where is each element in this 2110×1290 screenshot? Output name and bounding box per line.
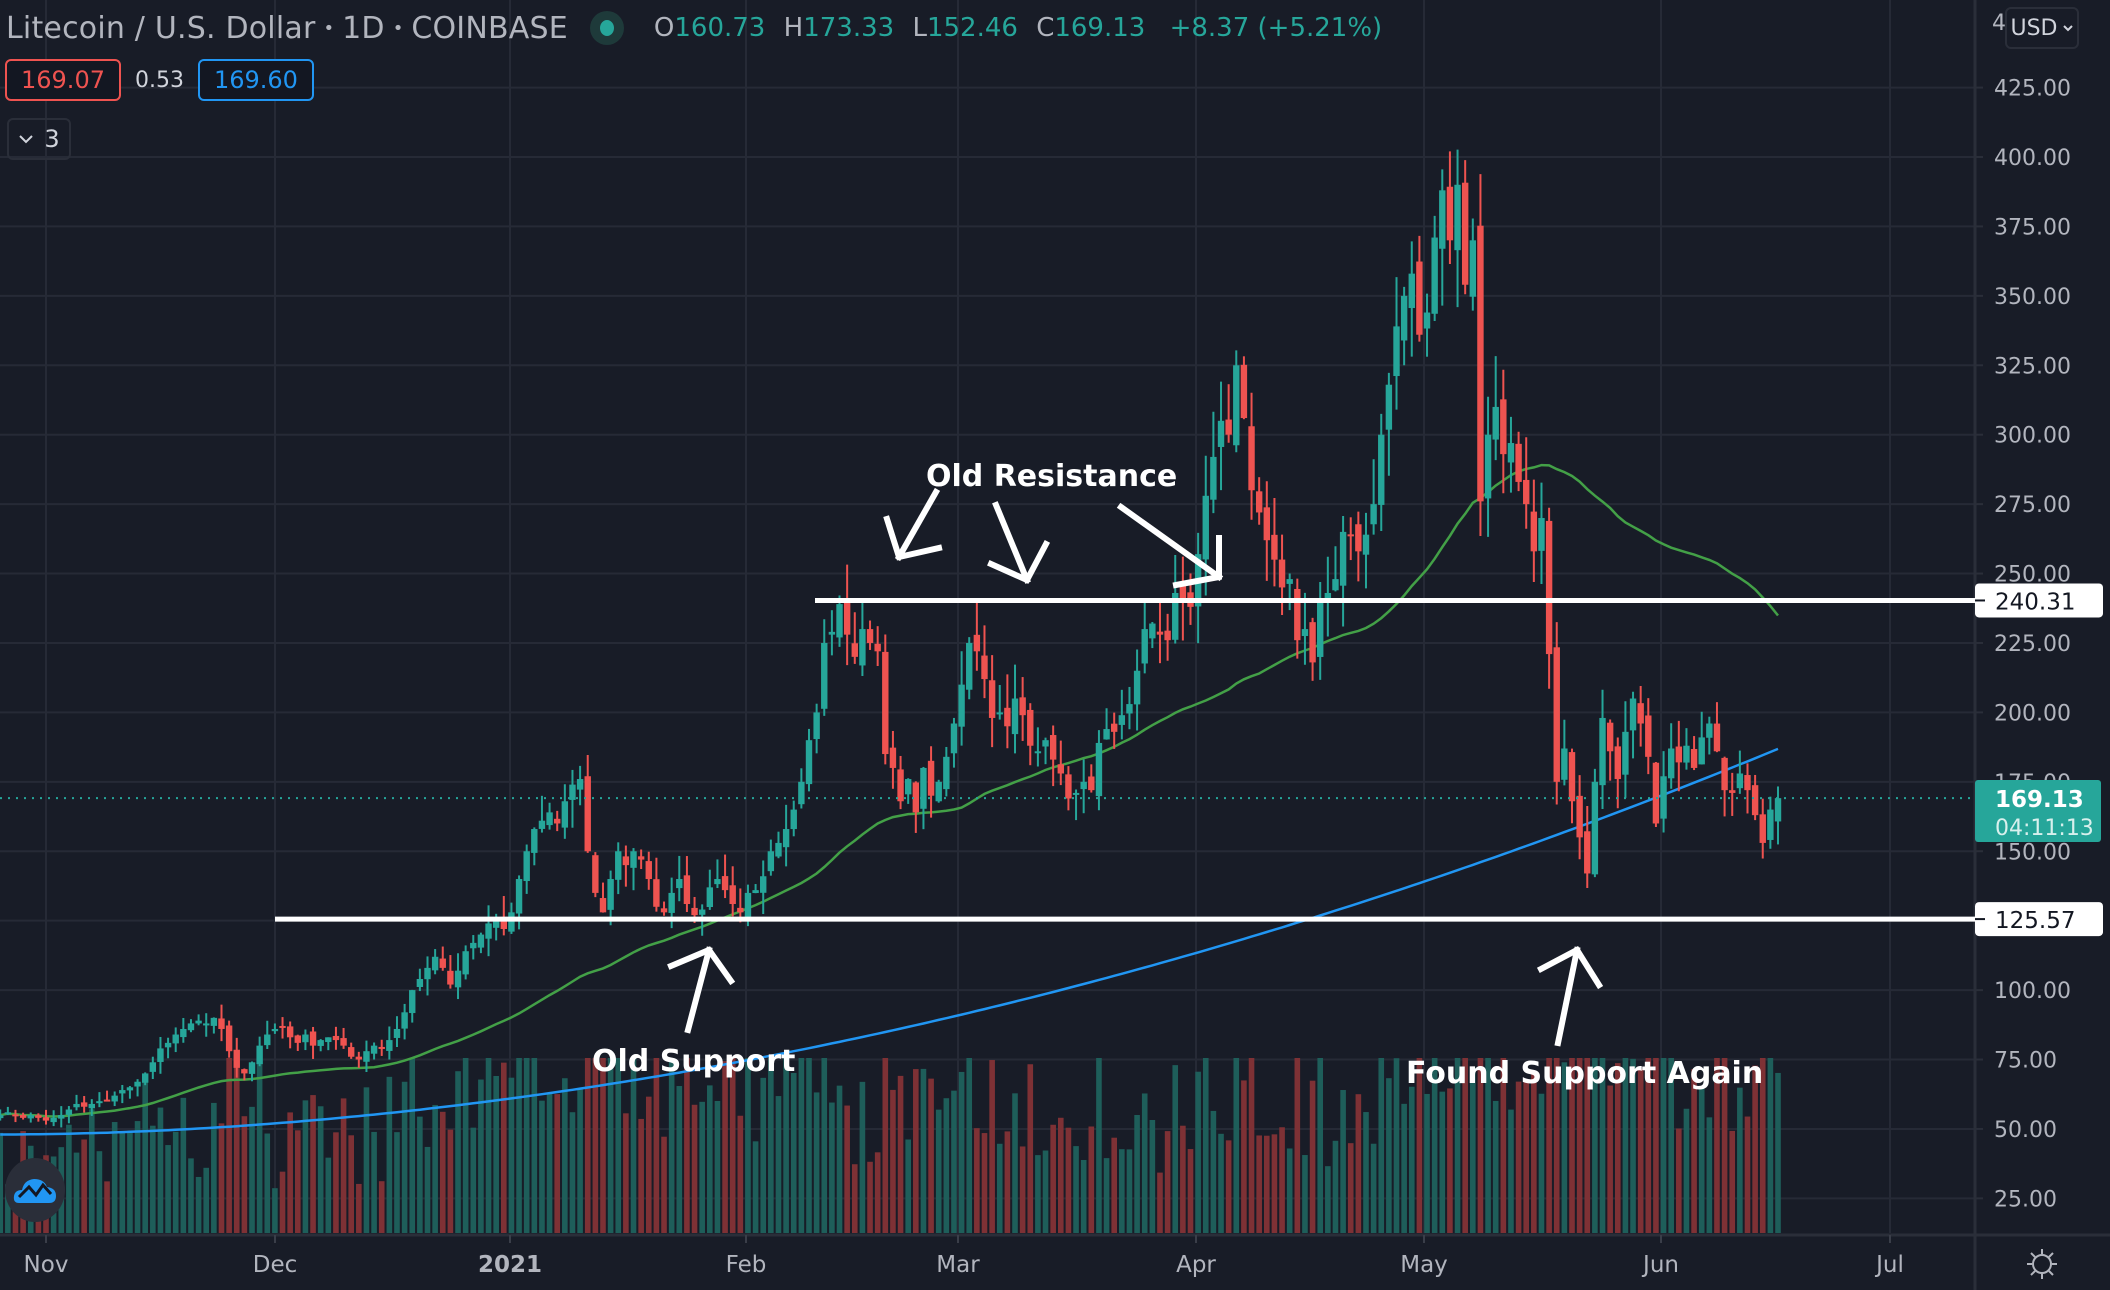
grid-lines: [0, 0, 1975, 1233]
svg-text:375.00: 375.00: [1994, 215, 2071, 240]
svg-text:300.00: 300.00: [1994, 424, 2071, 449]
low-label: L: [912, 13, 927, 43]
sell-price-button[interactable]: 169.07: [5, 59, 121, 101]
svg-text:325.00: 325.00: [1994, 354, 2071, 379]
last-price-label: 169.13 04:11:13: [1975, 780, 2101, 842]
candlesticks: [0, 149, 1782, 1128]
change-value: +8.37 (+5.21%): [1169, 13, 1383, 43]
close-label: C: [1036, 13, 1055, 43]
svg-text:169.13: 169.13: [1995, 787, 2084, 813]
separator-dot: •: [392, 17, 404, 39]
cloud-chart-icon: [13, 1179, 56, 1203]
svg-text:225.00: 225.00: [1994, 632, 2071, 657]
svg-text:425.00: 425.00: [1994, 77, 2071, 102]
svg-text:2021: 2021: [478, 1252, 542, 1278]
indicators-toggle-button[interactable]: 3: [7, 118, 71, 160]
svg-text:200.00: 200.00: [1994, 701, 2071, 726]
settings-gear-icon[interactable]: [2025, 1247, 2059, 1281]
svg-text:100.00: 100.00: [1994, 979, 2071, 1004]
ma-short-line: [0, 463, 1779, 1118]
indicators-count: 3: [44, 125, 60, 153]
svg-text:May: May: [1400, 1252, 1448, 1278]
interval-label[interactable]: 1D: [342, 10, 385, 46]
spread-value: 0.53: [134, 67, 184, 93]
svg-text:75.00: 75.00: [1994, 1049, 2057, 1074]
close-value: 169.13: [1054, 13, 1146, 43]
open-label: O: [653, 13, 675, 43]
buy-price-button[interactable]: 169.60: [197, 59, 314, 101]
resistance-price-label: 240.31: [1975, 583, 2103, 618]
tradingview-logo-icon[interactable]: [5, 1158, 65, 1222]
svg-text:Jun: Jun: [1641, 1252, 1679, 1278]
svg-text:400.00: 400.00: [1994, 146, 2071, 171]
found-support-label[interactable]: Found Support Again: [1406, 1056, 1763, 1091]
support-price-label: 125.57: [1975, 902, 2103, 937]
currency-label: USD: [2010, 15, 2058, 41]
high-label: H: [783, 13, 804, 43]
old-resistance-label[interactable]: Old Resistance: [926, 459, 1177, 494]
svg-text:50.00: 50.00: [1994, 1118, 2057, 1143]
symbol-title[interactable]: Litecoin / U.S. Dollar: [6, 10, 316, 46]
old-support-label[interactable]: Old Support: [592, 1044, 795, 1079]
ohlc-values: O160.73 H173.33 L152.46 C169.13 +8.37 (+…: [654, 13, 1382, 43]
bid-ask-row: 169.07 0.53 169.60: [5, 59, 314, 101]
low-value: 152.46: [926, 13, 1018, 43]
svg-text:Feb: Feb: [726, 1252, 767, 1278]
svg-text:250.00: 250.00: [1994, 563, 2071, 588]
time-axis[interactable]: Nov Dec 2021 Feb Mar Apr May Jun Jul: [24, 1235, 1904, 1278]
annotation-arrows: [667, 487, 1604, 1047]
svg-text:275.00: 275.00: [1994, 493, 2071, 518]
svg-text:Dec: Dec: [253, 1252, 298, 1278]
market-status-icon[interactable]: [589, 11, 624, 45]
separator-dot: •: [323, 17, 335, 39]
chevron-down-icon: [2062, 25, 2073, 32]
svg-text:350.00: 350.00: [1994, 285, 2071, 310]
volume-bars: [0, 1058, 1781, 1233]
chevron-down-icon: [19, 135, 34, 144]
symbol-header: Litecoin / U.S. Dollar • 1D • COINBASE O…: [6, 6, 1382, 50]
svg-text:125.57: 125.57: [1995, 908, 2075, 934]
svg-text:Nov: Nov: [24, 1252, 69, 1278]
svg-text:Mar: Mar: [936, 1252, 980, 1278]
exchange-label[interactable]: COINBASE: [411, 10, 568, 46]
svg-text:4: 4: [1992, 11, 2006, 36]
svg-text:25.00: 25.00: [1994, 1187, 2057, 1212]
ma-long-line: [0, 747, 1779, 1136]
high-value: 173.33: [803, 13, 895, 43]
svg-text:240.31: 240.31: [1995, 589, 2075, 615]
open-value: 160.73: [674, 13, 766, 43]
svg-text:150.00: 150.00: [1994, 840, 2071, 865]
svg-text:Apr: Apr: [1176, 1252, 1216, 1278]
svg-text:04:11:13: 04:11:13: [1995, 816, 2094, 841]
currency-selector[interactable]: USD: [2005, 7, 2079, 49]
svg-text:Jul: Jul: [1874, 1252, 1904, 1278]
